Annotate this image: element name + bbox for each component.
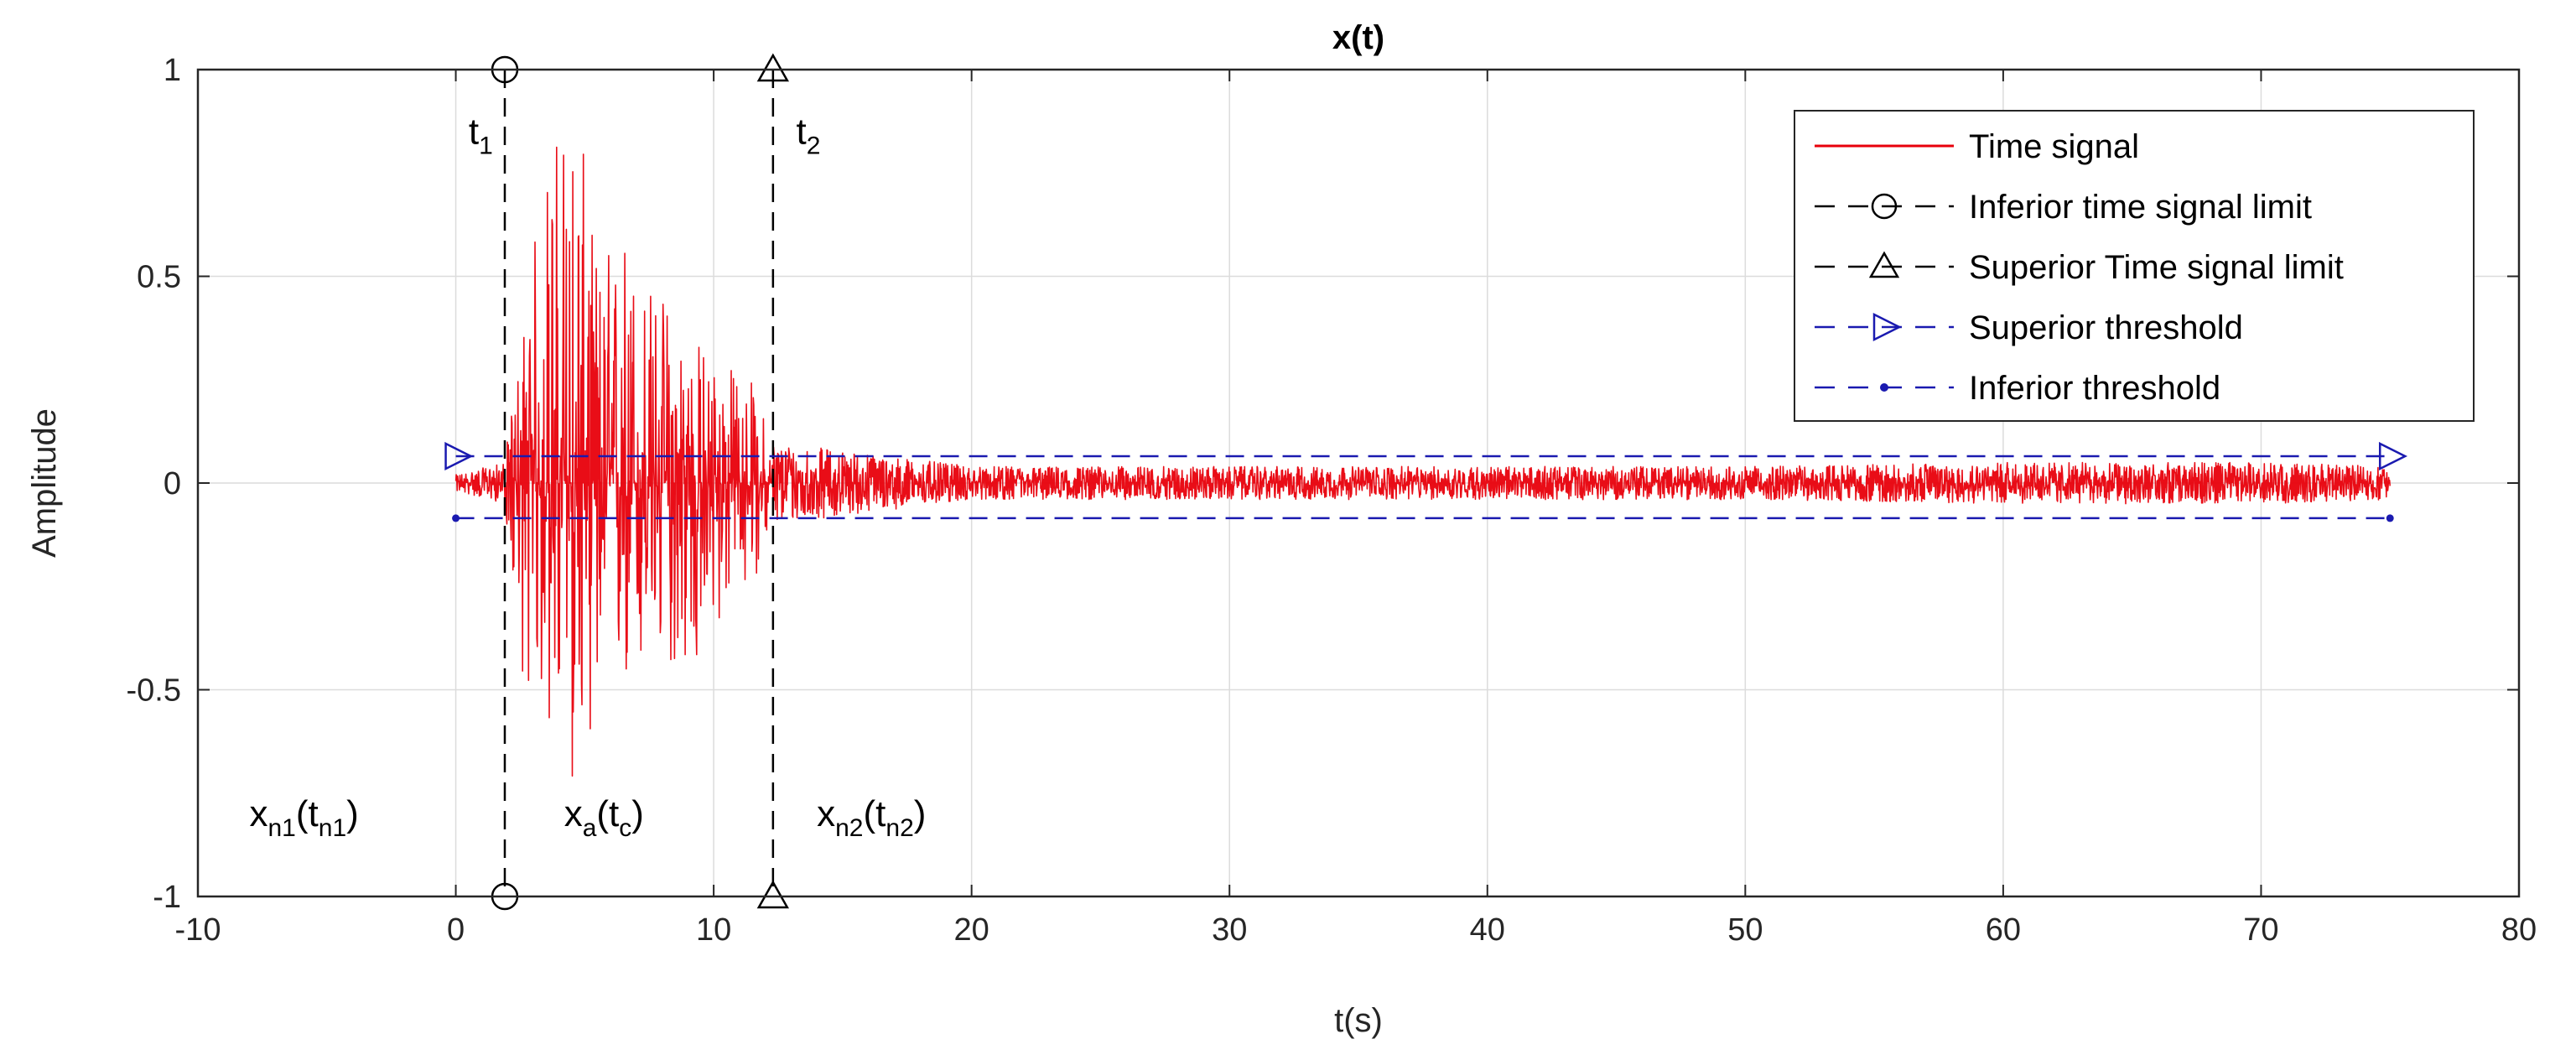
legend: Time signal Inferior time signal limit Sup… <box>1794 110 2475 422</box>
annotation-subscript: 1 <box>479 132 493 160</box>
x-tick-label: 70 <box>2243 912 2278 948</box>
annotation-text: (t <box>296 793 319 834</box>
annotation-text: ) <box>631 793 644 834</box>
annotation-text: x <box>250 793 268 834</box>
x-tick-label: -10 <box>175 912 221 948</box>
legend-label: Superior Time signal limit <box>1969 249 2344 286</box>
x-tick-label: 0 <box>447 912 465 948</box>
legend-label: Inferior threshold <box>1969 370 2220 407</box>
x-tick-label: 80 <box>2501 912 2537 948</box>
legend-label: Inferior time signal limit <box>1969 189 2312 226</box>
legend-item: Time signal <box>1815 128 2139 165</box>
y-tick-label: -0.5 <box>127 673 181 709</box>
annotation-text: t <box>797 112 807 153</box>
y-axis-label: Amplitude <box>26 408 63 558</box>
annotation-subscript: n2 <box>835 814 863 842</box>
time-signal-line <box>454 146 2391 777</box>
y-tick-label: 0.5 <box>137 260 181 295</box>
annotation-subscript: a <box>583 814 597 842</box>
annotation-text: x <box>817 793 835 834</box>
annotation-text: ) <box>346 793 359 834</box>
annotation-3: xn1(tn1) <box>250 793 359 842</box>
annotation-text: t <box>469 112 479 153</box>
annotation-4: xa(tc) <box>564 793 644 842</box>
annotation-subscript: n1 <box>268 814 296 842</box>
x-tick-label: 30 <box>1212 912 1247 948</box>
inferior-threshold-marker-end <box>2386 514 2394 522</box>
superior-limit-marker-top <box>756 53 789 82</box>
annotation-subscript: n2 <box>886 814 913 842</box>
legend-label: Superior threshold <box>1969 309 2243 346</box>
legend-label: Time signal <box>1969 128 2139 165</box>
legend-triangle-right-marker <box>1872 312 1902 342</box>
annotation-subscript: 2 <box>807 132 821 160</box>
legend-item: Inferior threshold <box>1815 370 2220 407</box>
legend-triangle-marker <box>1868 251 1900 278</box>
x-axis-label: t(s) <box>1334 1002 1383 1039</box>
legend-item: Superior Time signal limit <box>1815 249 2344 286</box>
legend-item: Superior threshold <box>1815 309 2243 346</box>
y-tick-label: -1 <box>153 880 181 915</box>
annotation-text: (t <box>864 793 886 834</box>
annotation-2: t2 <box>797 112 821 160</box>
thresholds <box>444 441 2408 522</box>
annotation-text: ) <box>914 793 927 834</box>
superior-threshold-marker-end <box>2378 441 2408 470</box>
x-tick-label: 10 <box>696 912 731 948</box>
time-signal <box>454 146 2391 777</box>
annotation-text: x <box>564 793 583 834</box>
annotation-5: xn2(tn2) <box>817 793 926 842</box>
superior-threshold-marker-start <box>444 441 474 470</box>
x-tick-label: 40 <box>1470 912 1505 948</box>
annotation-text: (t <box>596 793 619 834</box>
ticks: -10 0 10 20 30 40 50 60 70 80 -1 -0.5 0 0.5 1 <box>127 53 2537 948</box>
superior-limit-marker-bottom <box>756 880 789 909</box>
legend-circle-marker <box>1871 193 1898 220</box>
x-tick-label: 50 <box>1727 912 1763 948</box>
annotation-1: t1 <box>469 112 493 160</box>
chart-title: x(t) <box>1332 19 1384 56</box>
annotation-subscript: c <box>619 814 631 842</box>
x-tick-label: 60 <box>1986 912 2021 948</box>
x-tick-label: 20 <box>954 912 989 948</box>
legend-box <box>1794 110 2475 422</box>
legend-item: Inferior time signal limit <box>1815 189 2312 226</box>
y-tick-label: 1 <box>164 53 181 88</box>
y-tick-label: 0 <box>164 466 181 501</box>
inferior-threshold-marker-start <box>452 514 460 522</box>
annotation-subscript: n1 <box>319 814 346 842</box>
legend-dot-marker <box>1880 383 1888 392</box>
